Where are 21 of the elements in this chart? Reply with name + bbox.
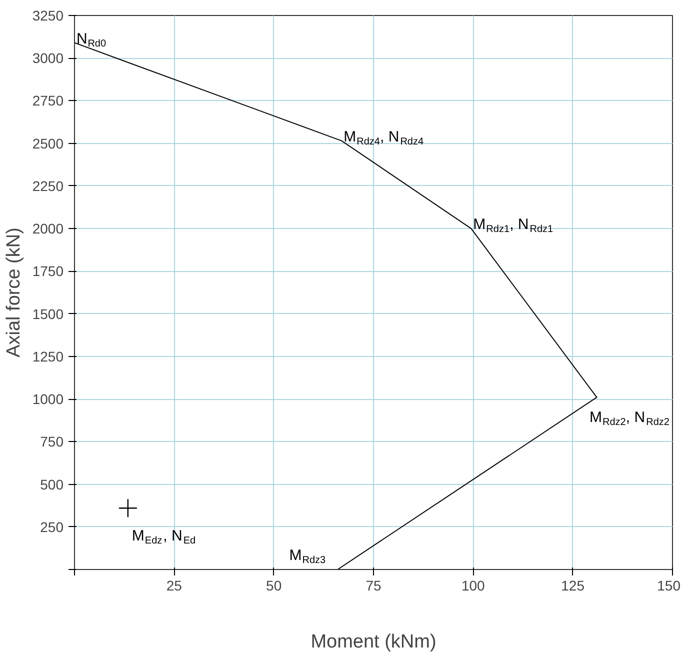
x-tick-label: 75 xyxy=(366,578,382,594)
y-tick-label: 1500 xyxy=(32,306,64,322)
x-tick-label: 25 xyxy=(166,578,182,594)
x-tick-label: 50 xyxy=(266,578,282,594)
y-axis-title: Axial force (kN) xyxy=(3,228,24,358)
x-tick-label: 125 xyxy=(561,578,585,594)
y-tick-label: 3000 xyxy=(32,50,64,66)
y-tick-label: 2250 xyxy=(32,178,64,194)
y-tick-label: 1250 xyxy=(32,348,64,364)
x-tick-label: 150 xyxy=(657,578,681,594)
y-tick-label: 3250 xyxy=(32,8,64,24)
y-tick-label: 2750 xyxy=(32,92,64,109)
y-tick-label: 1750 xyxy=(32,263,64,280)
y-tick-label: 2000 xyxy=(32,220,64,237)
y-tick-label: 1000 xyxy=(32,391,64,408)
y-tick-label: 2500 xyxy=(32,135,64,152)
x-axis-title: Moment (kNm) xyxy=(310,632,436,652)
x-tick-label: 100 xyxy=(461,578,486,594)
y-tick-label: 750 xyxy=(40,434,64,450)
y-tick-label: 250 xyxy=(40,518,64,535)
y-tick-label: 500 xyxy=(40,476,64,492)
